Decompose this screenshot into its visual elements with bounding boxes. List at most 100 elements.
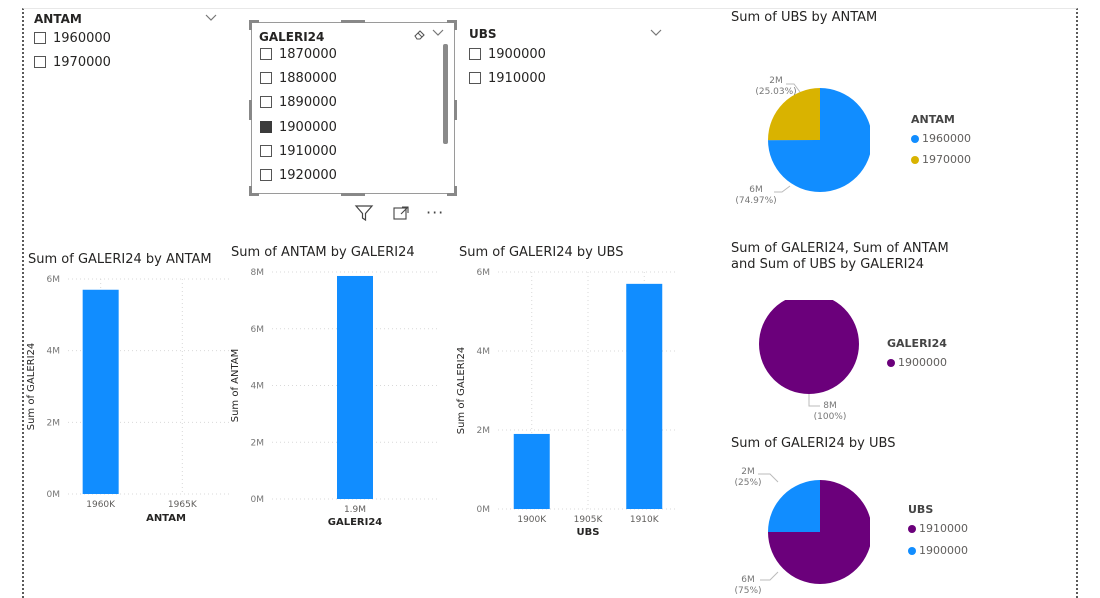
y-tick-label: 2M: [47, 418, 61, 428]
y-tick-label: 2M: [477, 426, 491, 436]
checkbox[interactable]: [260, 72, 272, 84]
resize-handle[interactable]: [447, 193, 457, 196]
y-tick-label: 0M: [47, 490, 61, 500]
chart-title: Sum of GALERI24 by ANTAM: [28, 252, 212, 267]
slicer-item[interactable]: 1910000: [260, 141, 337, 161]
x-tick-label: 1900K: [517, 515, 547, 525]
slicer-item[interactable]: 1880000: [260, 68, 337, 88]
slicer-item[interactable]: 1960000: [34, 28, 111, 48]
bar-chart-antam-by-galeri24[interactable]: 0M 2M 4M 6M 8M Sum of ANTAM 1.9M GALERI24: [228, 262, 448, 536]
x-tick-label: 1.9M: [344, 505, 366, 515]
resize-handle[interactable]: [249, 186, 252, 196]
x-tick-label: 1905K: [574, 515, 604, 525]
slicer-title: GALERI24: [259, 30, 325, 44]
y-tick-label: 8M: [251, 268, 265, 278]
data-label-percent: (74.97%): [735, 196, 776, 206]
checkbox[interactable]: [260, 96, 272, 108]
slice[interactable]: [768, 480, 870, 584]
more-options-icon[interactable]: ···: [426, 203, 445, 222]
legend-item[interactable]: 1910000: [908, 522, 968, 535]
leader-line: [758, 473, 779, 483]
slicer-title: ANTAM: [34, 12, 82, 26]
data-label-percent: (100%): [814, 412, 847, 422]
slicer-item[interactable]: 1870000: [260, 44, 337, 64]
chart-title: Sum of GALERI24 by UBS: [459, 245, 624, 260]
resize-handle[interactable]: [249, 20, 259, 23]
resize-handle[interactable]: [454, 20, 457, 30]
checkbox[interactable]: [260, 145, 272, 157]
checkbox[interactable]: [34, 56, 46, 68]
leader-line: [774, 185, 791, 193]
slicer-item[interactable]: 1890000: [260, 92, 337, 112]
chevron-down-icon[interactable]: [431, 28, 445, 38]
y-tick-label: 6M: [251, 325, 265, 335]
resize-handle[interactable]: [341, 193, 365, 196]
leader-line: [808, 394, 820, 407]
slice[interactable]: [768, 88, 870, 192]
filter-icon[interactable]: [354, 204, 374, 222]
pie-chart-by-galeri24[interactable]: 8M(100%): [740, 300, 880, 430]
legend-item[interactable]: 1900000: [887, 356, 947, 369]
checkbox[interactable]: [260, 48, 272, 60]
checkbox-checked[interactable]: [260, 121, 272, 133]
bar[interactable]: [626, 283, 663, 509]
chevron-down-icon[interactable]: [204, 13, 218, 23]
legend-item[interactable]: 1960000: [911, 132, 971, 145]
y-tick-label: 0M: [251, 495, 265, 505]
checkbox[interactable]: [260, 169, 272, 181]
legend-dot: [908, 546, 916, 555]
bar[interactable]: [337, 275, 373, 499]
chart-title: Sum of ANTAM by GALERI24: [231, 245, 415, 260]
slicer-item[interactable]: 1920000: [260, 165, 337, 185]
legend-item[interactable]: 1900000: [908, 544, 968, 557]
slicer-item[interactable]: 1910000: [469, 68, 546, 88]
resize-handle[interactable]: [454, 186, 457, 196]
data-label-percent: (25.03%): [755, 87, 796, 97]
bar[interactable]: [513, 433, 550, 509]
x-axis-label: ANTAM: [146, 513, 186, 524]
slicer-title: UBS: [469, 27, 497, 41]
x-tick-label: 1965K: [168, 500, 198, 510]
slice[interactable]: [768, 88, 820, 141]
data-label-percent: (75%): [734, 586, 761, 594]
slicer-item[interactable]: 1900000: [469, 44, 546, 64]
resize-handle[interactable]: [341, 20, 365, 23]
x-tick-label: 1910K: [630, 515, 660, 525]
data-label-value: 6M: [749, 185, 763, 195]
resize-handle[interactable]: [249, 100, 252, 120]
slice[interactable]: [759, 300, 859, 394]
focus-mode-icon[interactable]: [392, 205, 410, 221]
legend-title: ANTAM: [911, 113, 955, 126]
resize-handle[interactable]: [249, 20, 252, 30]
resize-handle[interactable]: [447, 20, 457, 23]
checkbox[interactable]: [469, 72, 481, 84]
legend-item[interactable]: 1970000: [911, 153, 971, 166]
report-canvas: [22, 8, 1078, 598]
legend-title: UBS: [908, 503, 934, 516]
bar[interactable]: [82, 289, 119, 494]
data-label-value: 8M: [823, 401, 837, 411]
slicer-item[interactable]: 1900000: [260, 117, 337, 137]
eraser-icon[interactable]: [413, 27, 427, 41]
slicer-item[interactable]: 1970000: [34, 52, 111, 72]
x-tick-label: 1960K: [86, 500, 116, 510]
chevron-down-icon[interactable]: [649, 28, 663, 38]
scrollbar-thumb[interactable]: [443, 44, 448, 144]
checkbox[interactable]: [34, 32, 46, 44]
y-tick-label: 6M: [47, 275, 61, 285]
data-label-value: 6M: [741, 575, 755, 585]
legend-title: GALERI24: [887, 337, 947, 350]
resize-handle[interactable]: [454, 100, 457, 120]
resize-handle[interactable]: [249, 193, 259, 196]
data-label-percent: (25%): [734, 478, 761, 488]
bar-chart-galeri24-by-ubs[interactable]: 0M 2M 4M 6M Sum of GALERI24 1900K 1905K 1910K UB…: [454, 262, 682, 546]
legend-dot: [911, 134, 919, 143]
pie-chart-galeri24-by-ubs[interactable]: 6M(75%) 2M(25%): [730, 462, 870, 594]
pie-chart-ubs-by-antam[interactable]: 6M(74.97%) 2M(25.03%): [730, 70, 870, 215]
y-tick-label: 4M: [251, 382, 265, 392]
data-label-value: 2M: [741, 467, 755, 477]
y-axis-label: Sum of ANTAM: [230, 349, 241, 423]
slice[interactable]: [768, 480, 820, 532]
checkbox[interactable]: [469, 48, 481, 60]
